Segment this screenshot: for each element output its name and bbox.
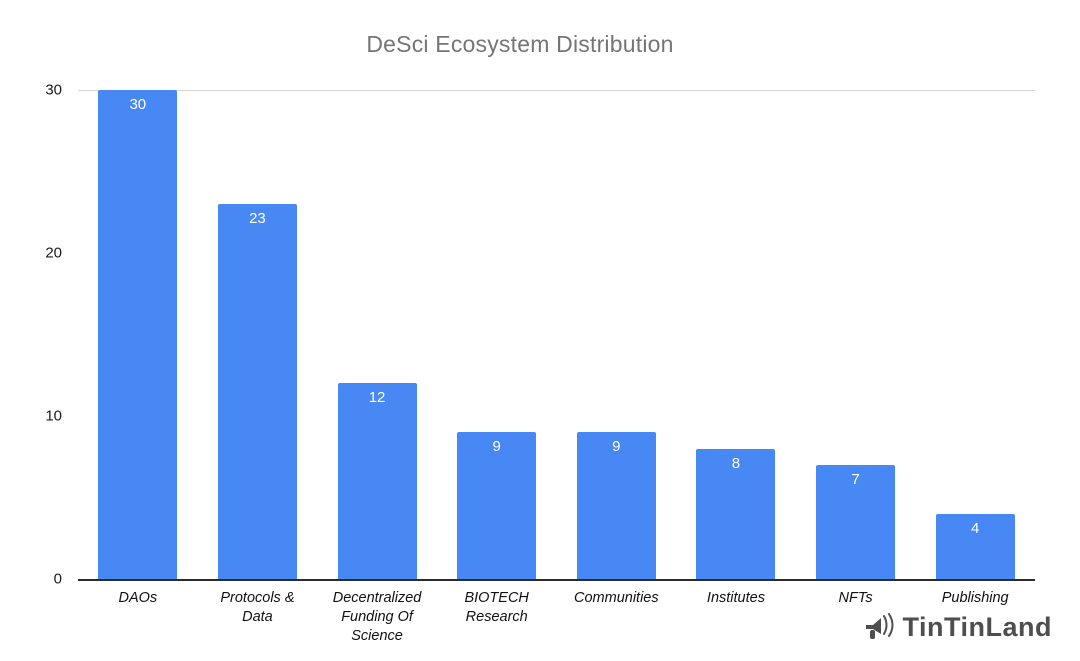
x-axis-label: DAOs xyxy=(118,590,158,606)
megaphone-icon xyxy=(864,612,896,643)
bar-protocols-: 23 xyxy=(217,204,297,579)
plot-area: 30 23 12 9 9 8 7 4 DAOs Protocols & Data Decentra… xyxy=(45,82,1035,644)
bar-institutes: 8 xyxy=(696,448,776,579)
x-axis-labels: DAOs Protocols & Data Decentralized Fundin… xyxy=(78,589,1035,646)
bar-cell: 7 xyxy=(796,90,916,579)
bar-cell: 8 xyxy=(676,90,796,579)
bar-value-label: 4 xyxy=(971,519,980,537)
bar-value-label: 23 xyxy=(249,210,266,228)
bar-cell: 30 xyxy=(78,90,198,579)
x-axis-label: BIOTECH Research xyxy=(464,590,529,625)
bar-value-label: 7 xyxy=(851,470,860,488)
bar-cell: 4 xyxy=(915,90,1035,579)
bar-value-label: 12 xyxy=(368,389,386,407)
bar-value-label: 9 xyxy=(612,438,621,456)
gridline-30 xyxy=(78,90,1035,91)
bar-decentralized: 12 xyxy=(337,383,417,579)
x-axis-label: Communities xyxy=(574,590,659,606)
chart-title: DeSci Ecosystem Distribution xyxy=(366,31,674,57)
bar-publishing: 4 xyxy=(935,513,1015,579)
y-tick-label: 30 xyxy=(45,81,62,99)
bar-biotech: 9 xyxy=(457,432,537,579)
y-tick-label: 20 xyxy=(45,244,62,262)
bar-cell: 9 xyxy=(437,90,557,579)
y-tick-label: 0 xyxy=(53,570,62,588)
bar-value-label: 30 xyxy=(129,96,147,113)
bar-communities: 9 xyxy=(576,432,656,579)
x-axis-label: NFTs xyxy=(838,590,873,606)
y-tick-label: 10 xyxy=(45,407,62,425)
bar-cell: 23 xyxy=(198,90,318,579)
bar-value-label: 8 xyxy=(731,454,741,472)
x-axis-label: Institutes xyxy=(706,590,765,606)
bar-cell: 9 xyxy=(557,90,677,579)
bar-cell: 12 xyxy=(317,90,437,579)
bar-value-label: 9 xyxy=(492,438,501,456)
bars: 30 23 12 9 9 8 7 4 xyxy=(78,90,1035,579)
watermark-text: TinTinLand xyxy=(902,612,1052,642)
bar-nfts: 7 xyxy=(816,464,896,579)
x-axis-label: Publishing xyxy=(941,590,1009,606)
watermark: TinTinLand xyxy=(864,612,1053,643)
x-axis-label: Decentralized Funding Of Science xyxy=(332,590,422,644)
bar-daos: 30 xyxy=(98,90,178,579)
x-axis-label: Protocols & Data xyxy=(220,590,295,625)
